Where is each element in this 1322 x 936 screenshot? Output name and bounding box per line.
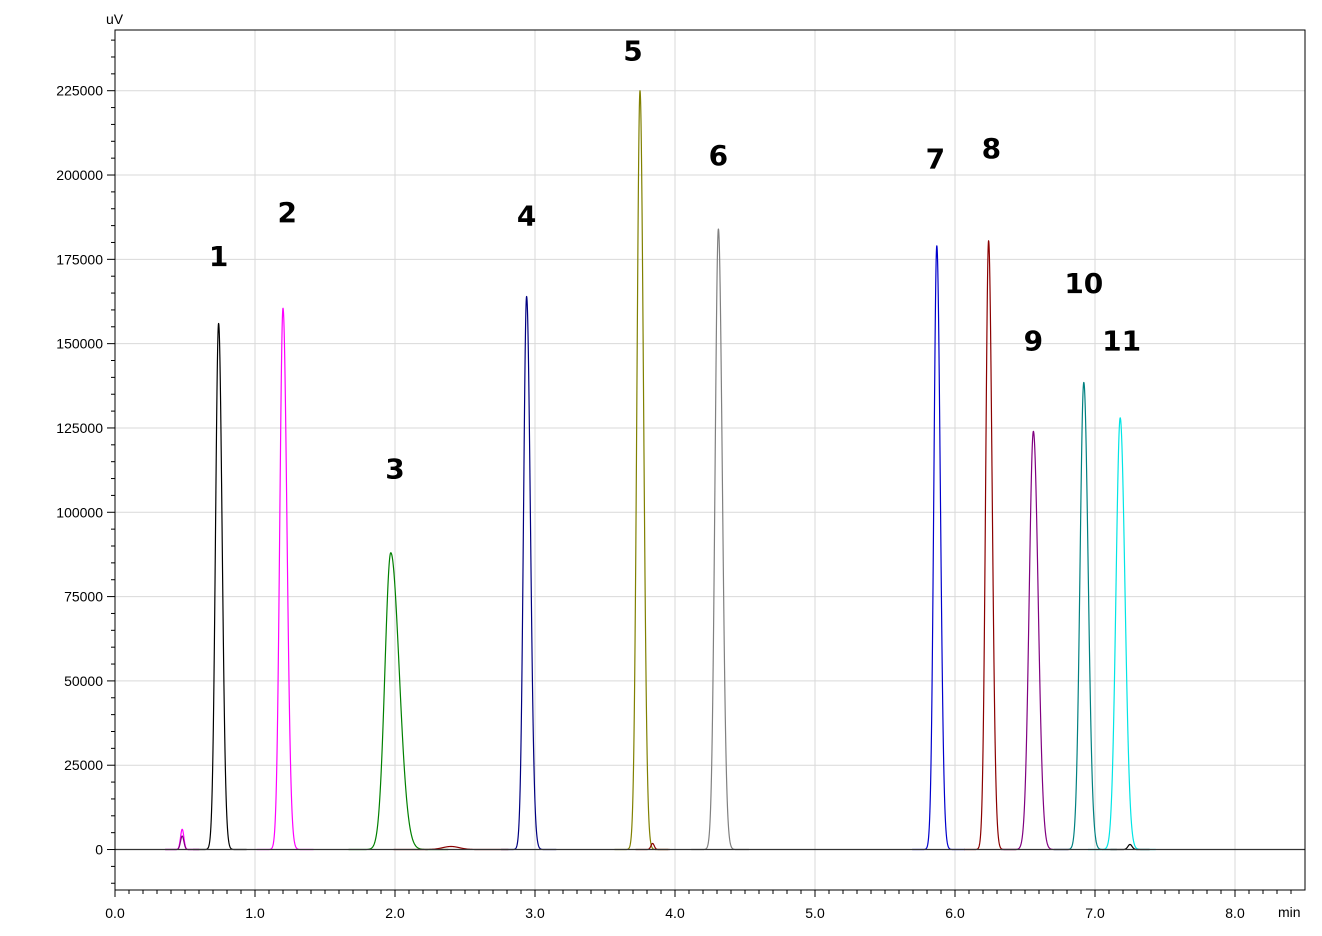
y-tick-label: 0 [95, 842, 103, 858]
x-tick-label: 0.0 [105, 905, 125, 921]
y-tick-label: 25000 [64, 757, 103, 773]
peak-label-7: 7 [926, 142, 945, 175]
y-axis-unit-label: uV [106, 11, 124, 27]
peak-labels: 1 2 3 4 5 6 7 8 9 10 11 [209, 34, 1141, 485]
y-tick-label: 200000 [56, 167, 103, 183]
x-axis-ticks: 0.0 1.0 2.0 3.0 4.0 5.0 6.0 7.0 8.0 [105, 890, 1245, 921]
y-tick-label: 125000 [56, 420, 103, 436]
peak-label-6: 6 [709, 139, 728, 172]
peak-label-1: 1 [209, 240, 228, 273]
peak-label-10: 10 [1064, 267, 1103, 300]
y-tick-label: 225000 [56, 83, 103, 99]
x-tick-label: 4.0 [665, 905, 685, 921]
plot-area [115, 30, 1305, 890]
peak-label-8: 8 [982, 132, 1001, 165]
y-tick-label: 75000 [64, 589, 103, 605]
y-tick-label: 175000 [56, 251, 103, 267]
peak-label-2: 2 [277, 196, 296, 229]
peak-label-11: 11 [1102, 324, 1141, 357]
x-tick-label: 2.0 [385, 905, 405, 921]
minor-ticks [111, 39, 1292, 894]
x-tick-label: 1.0 [245, 905, 265, 921]
y-tick-label: 50000 [64, 673, 103, 689]
x-tick-label: 7.0 [1085, 905, 1105, 921]
y-tick-label: 100000 [56, 504, 103, 520]
peak-label-9: 9 [1024, 324, 1043, 357]
plot-frame [114, 29, 1306, 891]
chromatogram-traces [115, 90, 1305, 851]
x-tick-label: 8.0 [1225, 905, 1245, 921]
peak-label-4: 4 [517, 200, 536, 233]
peak-label-3: 3 [385, 453, 404, 486]
gridlines [115, 30, 1305, 890]
peak-label-5: 5 [623, 34, 642, 67]
x-tick-label: 5.0 [805, 905, 825, 921]
x-axis-unit-label: min [1278, 904, 1301, 920]
x-tick-label: 6.0 [945, 905, 965, 921]
y-tick-label: 150000 [56, 336, 103, 352]
x-tick-label: 3.0 [525, 905, 545, 921]
y-axis-ticks: 0 25000 50000 75000 100000 125000 150000 175000… [56, 83, 115, 858]
